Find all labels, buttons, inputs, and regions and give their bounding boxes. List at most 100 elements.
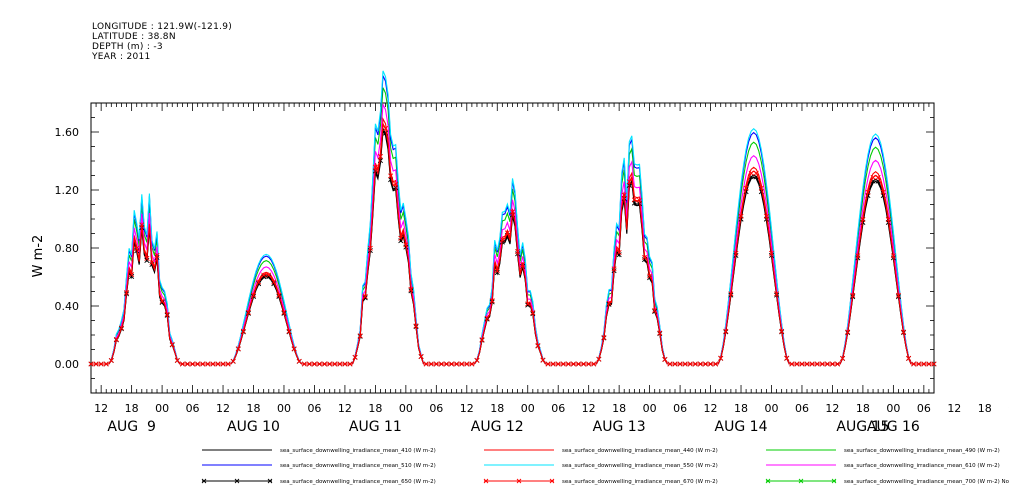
series-marker [921,361,927,367]
legend-marker [798,478,804,484]
series-marker [708,361,714,367]
series-marker [880,189,886,195]
date-label: AUG 9 [107,419,155,435]
legend-label: sea_surface_downwelling_irradiance_mean_… [280,448,436,454]
date-label: AUG 12 [471,419,524,435]
series-marker [647,273,653,279]
series-marker [850,292,856,298]
series-marker [713,361,719,367]
series-marker [433,361,439,367]
series-marker [657,330,663,336]
series-marker [438,361,444,367]
series-marker [190,361,196,367]
y-tick-label: 1.20 [55,184,80,197]
series-marker [337,361,343,367]
x-tick-label: 12 [216,402,230,415]
legend-marker [765,478,771,484]
series-marker [672,361,678,367]
legend-label: sea_surface_downwelling_irradiance_mean_… [562,448,718,454]
series-marker [926,361,932,367]
x-tick-label: 12 [460,402,474,415]
series-marker [499,237,505,243]
series-marker [322,361,328,367]
series-marker [210,361,216,367]
series-marker [159,299,165,306]
series-marker [515,249,521,255]
date-labels: AUG 9 AUG 10 AUG 11 AUG 12 AUG 13 AUG 14 AUG 1… [107,419,920,435]
series-marker [332,361,338,367]
series-marker [372,164,378,170]
legend-label: sea_surface_downwelling_irradiance_mean_… [562,463,718,469]
x-tick-label: 12 [825,402,839,415]
series-marker [565,361,571,367]
series-marker [682,361,688,367]
series-marker [129,273,135,279]
legend-item: sea_surface_downwelling_irradiance_mean_… [766,448,1000,454]
series-marker [296,358,302,364]
legend-item: sea_surface_downwelling_irradiance_mean_… [201,478,436,485]
series-marker [814,361,820,367]
legend-label: sea_surface_downwelling_irradiance_mean_… [280,479,436,485]
series-marker [687,361,693,367]
series-marker [184,361,191,367]
y-axis-label: W m-2 [31,235,46,278]
legend-marker [516,478,522,484]
series-marker [591,361,597,367]
series-marker [581,361,587,367]
series-marker [895,292,901,298]
series-marker [738,213,744,219]
series-marker [134,245,140,252]
series-marker [611,266,617,272]
series-marker [636,197,642,203]
series-marker [606,300,612,306]
series-marker [509,209,516,215]
series-marker [743,185,749,191]
series-marker [200,361,206,367]
series-marker [124,289,130,295]
series-marker [616,249,622,255]
x-tick-label: 18 [368,402,382,415]
series-marker [357,333,363,339]
series-marker [474,357,480,363]
x-tick-label: 06 [795,402,809,415]
x-tick-label: 18 [978,402,992,415]
series-marker [443,361,450,367]
series-marker [113,336,119,342]
legend-marker [201,478,207,484]
series-marker [911,361,917,367]
series-marker [550,361,556,367]
series-marker [555,361,561,367]
series-marker [179,361,185,367]
series-marker [139,222,145,228]
series-marker [677,361,683,367]
x-tick-label: 06 [307,402,321,415]
series-lines [88,70,937,367]
series-marker [692,361,698,367]
series-marker [789,361,795,367]
x-tick-label: 00 [277,402,291,415]
depth-label: DEPTH (m) : -3 [92,42,163,52]
series-marker [870,174,876,180]
date-label: AUG 14 [715,419,768,435]
series-marker [596,356,602,362]
series-marker [393,181,399,187]
series-marker [352,354,358,360]
series-line [91,117,934,365]
x-tick-label: 18 [490,402,504,415]
series-marker [616,252,622,258]
series-marker [799,361,805,367]
legend-marker [234,478,240,484]
series-marker [118,325,124,331]
x-tick-label: 06 [429,402,443,415]
x-tick-label: 18 [125,402,139,415]
series-marker [748,170,754,176]
series-marker [159,298,165,304]
y-tick-label: 1.60 [55,126,80,139]
series-marker [281,309,287,315]
series-marker [479,337,485,343]
date-label: AUG 16 [867,419,920,435]
series-marker [240,328,246,334]
date-label: AUG 15 [836,419,889,435]
series-marker [601,334,607,340]
series-marker [819,361,825,367]
